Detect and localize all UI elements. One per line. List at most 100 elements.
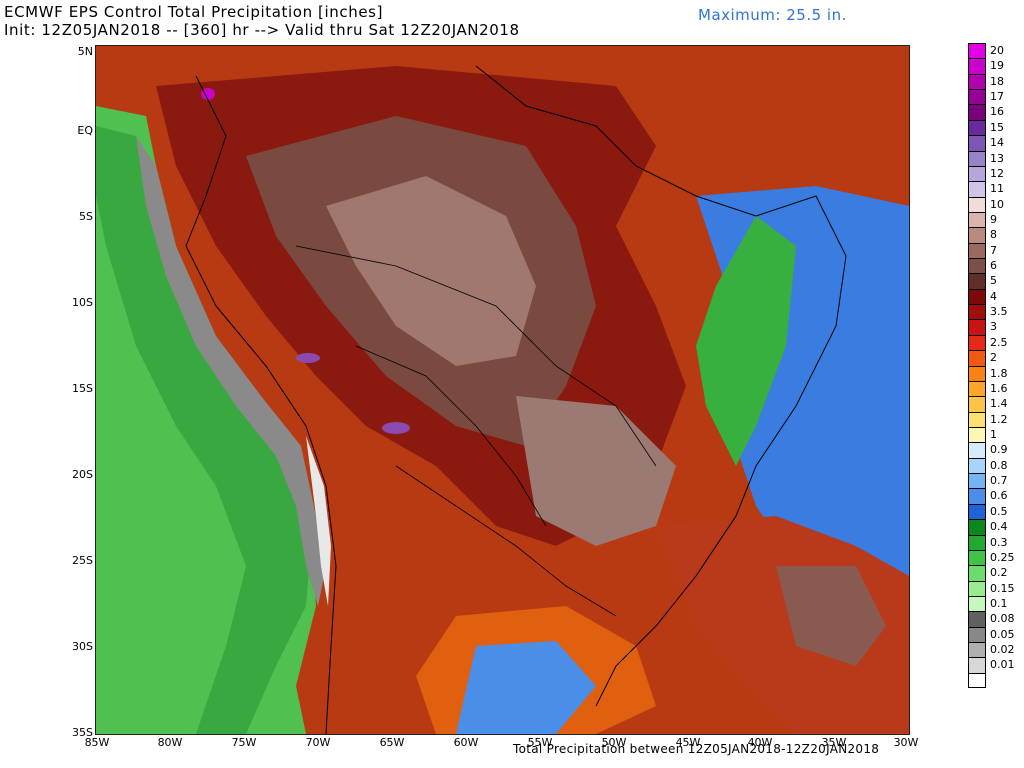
colorbar-row: 16 [968,104,1024,120]
colorbar-label: 12 [990,166,1004,180]
colorbar-row: 1.8 [968,365,1024,381]
colorbar-row: 6 [968,258,1024,274]
colorbar-swatch [968,165,986,182]
colorbar-swatch [968,319,986,335]
colorbar-label: 1.6 [990,381,1008,395]
colorbar-swatch [968,58,986,74]
colorbar-swatch [968,104,986,120]
country-border-1 [295,245,657,467]
colorbar-row: 11 [968,181,1024,197]
lon-label: 50W [601,736,627,749]
colorbar-row: 20 [968,43,1024,59]
colorbar-row: 5 [968,273,1024,289]
colorbar-row: 1.6 [968,380,1024,397]
colorbar-label: 0.1 [990,596,1008,610]
lat-label: 20S [72,468,93,481]
colorbar-label: 10 [990,197,1004,211]
colorbar-label: 0.9 [990,443,1008,457]
lat-label: 5S [79,210,93,223]
colorbar-row: 9 [968,211,1024,228]
colorbar-row: 2.5 [968,334,1024,351]
lat-label: 30S [72,640,93,653]
max-blob-bolivia [382,422,410,434]
colorbar-label: 14 [990,136,1004,150]
colorbar-label: 1.4 [990,397,1008,411]
colorbar-row: 0.2 [968,565,1024,581]
colorbar-swatch [968,473,986,489]
colorbar-label: 7 [990,243,997,257]
country-border-2 [355,345,547,527]
colorbar-row: 0.02 [968,642,1024,658]
colorbar-label: 20 [990,44,1004,57]
map-canvas [96,46,909,734]
colorbar-label: 3.5 [990,305,1008,319]
colorbar-swatch [968,457,986,474]
colorbar-swatch [968,519,986,535]
colorbar-label: 0.25 [990,550,1015,564]
max-blob-colombia [201,88,215,100]
colorbar-row: 1.4 [968,396,1024,412]
colorbar-swatch [968,657,986,673]
colorbar-swatch [968,135,986,151]
colorbar-row: 7 [968,242,1024,259]
coastal-dry-white [306,436,331,606]
colorbar-label: 13 [990,151,1004,165]
colorbar-row: 1.2 [968,411,1024,427]
lon-label: 40W [747,736,773,749]
colorbar-row: 0.15 [968,580,1024,596]
colorbar-label: 0.08 [990,612,1015,626]
colorbar-row: 0.9 [968,442,1024,458]
colorbar-swatch [968,73,986,90]
lat-label: 15S [72,382,93,395]
colorbar-label: 1.2 [990,412,1008,426]
colorbar-swatch [968,595,986,612]
colorbar-label: 1 [990,427,997,441]
central-brazil-core [516,396,676,546]
pacific-darkgreen-region [96,126,311,734]
lon-label: 85W [84,736,110,749]
lat-label: 10S [72,296,93,309]
colorbar-swatch [968,350,986,366]
lon-label: 60W [453,736,479,749]
colorbar-swatch [968,227,986,243]
lon-label: 35W [821,736,847,749]
colorbar-swatch [968,534,986,550]
colorbar-swatch [968,181,986,197]
colorbar-row: 3.5 [968,304,1024,320]
colorbar-swatch [968,150,986,166]
colorbar-label: 0.7 [990,474,1008,488]
colorbar-swatch [968,626,986,643]
colorbar-swatch [968,380,986,397]
colorbar-label: 11 [990,182,1004,196]
ne-brazil-green [696,216,796,466]
lon-label: 70W [305,736,331,749]
colorbar-row: 18 [968,73,1024,90]
colorbar-label: 0.6 [990,489,1008,503]
colorbar-swatch [968,580,986,596]
colorbar-label: 17 [990,90,1004,104]
colorbar-label: 0.05 [990,627,1015,641]
colorbar-row: 19 [968,58,1024,74]
colorbar-label: 16 [990,105,1004,119]
colorbar-swatch [968,442,986,458]
coastal-dry-grey [136,136,326,606]
colorbar-row: 0.4 [968,519,1024,535]
colorbar-label: 0.15 [990,581,1015,595]
colorbar-swatch [968,334,986,351]
colorbar-swatch [968,365,986,381]
colorbar-label: 2.5 [990,335,1008,349]
colorbar-row: 10 [968,196,1024,212]
lon-label: 80W [157,736,183,749]
colorbar-row: 2 [968,350,1024,366]
colorbar-row: 0.08 [968,611,1024,627]
map-title: ECMWF EPS Control Total Precipitation [i… [4,3,384,21]
lon-label: 75W [231,736,257,749]
colorbar-row: 1 [968,426,1024,443]
lon-label: 55W [527,736,553,749]
colorbar-swatch [968,304,986,320]
colorbar-row: 0.01 [968,657,1024,673]
colorbar-swatch [968,611,986,627]
colorbar-row: 0.25 [968,549,1024,566]
colorbar-label: 9 [990,212,997,226]
colorbar-swatch [968,503,986,520]
